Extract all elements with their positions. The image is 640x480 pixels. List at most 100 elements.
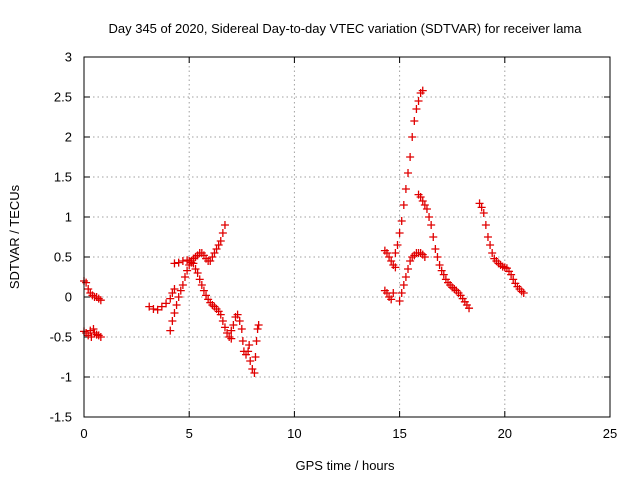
plot-frame — [83, 56, 611, 418]
data-series-arc-10 — [395, 249, 429, 305]
data-point — [410, 117, 419, 125]
data-point — [395, 229, 404, 237]
data-point — [84, 285, 93, 293]
data-series-arc-02 — [80, 325, 105, 341]
y-tick-label: -1 — [60, 370, 72, 385]
data-point — [486, 241, 495, 249]
data-point — [170, 259, 179, 268]
data-series-arc-12 — [475, 199, 528, 297]
data-point — [395, 297, 404, 305]
data-point — [475, 199, 484, 208]
data-point — [401, 273, 410, 281]
data-point — [246, 357, 255, 365]
data-point — [197, 281, 206, 289]
data-point — [250, 369, 259, 377]
data-series-arc-01 — [80, 277, 105, 305]
data-point — [227, 334, 236, 343]
data-point — [488, 249, 497, 257]
data-point — [481, 221, 490, 229]
data-series-arc-06 — [227, 310, 263, 377]
data-point — [408, 133, 417, 141]
grid-lines — [84, 57, 610, 417]
data-point — [404, 169, 413, 177]
data-point — [465, 304, 474, 313]
data-point — [162, 299, 171, 308]
data-point — [208, 253, 217, 261]
y-tick-labels: -1.5 -1 -0.5 0 0.5 1 1.5 2 2.5 3 — [50, 50, 72, 425]
data-point — [507, 270, 516, 279]
data-point — [82, 278, 91, 287]
y-tick-label: 1.5 — [54, 170, 72, 185]
data-series-arc-05 — [170, 256, 236, 343]
axis-ticks — [83, 56, 611, 418]
data-point — [391, 263, 400, 272]
data-point — [397, 289, 406, 297]
data-point — [168, 317, 177, 325]
data-point — [399, 281, 408, 289]
data-point — [238, 337, 247, 345]
data-point — [414, 97, 423, 105]
data-point — [437, 266, 446, 275]
x-axis-label: GPS time / hours — [296, 458, 395, 473]
y-tick-label: 3 — [65, 50, 72, 65]
x-tick-labels: 0 5 10 15 20 25 — [80, 426, 617, 441]
data-point — [245, 341, 254, 349]
data-point — [96, 296, 105, 305]
y-tick-label: -0.5 — [50, 330, 72, 345]
data-point — [401, 185, 410, 193]
data-point — [212, 245, 221, 253]
y-tick-label: 0 — [65, 290, 72, 305]
data-point — [218, 317, 227, 325]
data-point — [145, 302, 154, 311]
data-point — [191, 253, 200, 261]
data-point — [387, 295, 396, 304]
y-axis-label: SDTVAR / TECUs — [7, 184, 22, 289]
data-point — [427, 221, 436, 229]
y-tick-label: 2 — [65, 130, 72, 145]
data-point — [168, 289, 177, 297]
data-point — [399, 201, 408, 209]
data-point — [220, 323, 229, 332]
data-point — [183, 266, 192, 275]
data-series-arc-08 — [380, 286, 398, 304]
y-tick-label: -1.5 — [50, 410, 72, 425]
data-point — [153, 305, 162, 314]
x-tick-label: 25 — [603, 426, 617, 441]
data-point — [180, 273, 189, 281]
data-point — [174, 293, 183, 301]
data-point — [191, 265, 200, 273]
data-point — [408, 253, 417, 261]
data-point — [227, 326, 236, 335]
data-point — [433, 253, 442, 261]
data-point — [418, 197, 427, 205]
data-point — [397, 217, 406, 225]
data-point — [253, 325, 262, 333]
data-point — [519, 289, 528, 297]
data-point — [391, 249, 400, 257]
data-point — [166, 326, 175, 335]
data-point — [202, 291, 211, 300]
chart-title: Day 345 of 2020, Sidereal Day-to-day VTE… — [108, 21, 582, 36]
x-tick-label: 20 — [498, 426, 512, 441]
data-point — [214, 241, 223, 249]
data-point — [96, 333, 105, 341]
data-point — [477, 203, 486, 212]
data-point — [404, 265, 413, 273]
data-point — [420, 201, 429, 209]
data-point — [237, 325, 246, 333]
data-point — [389, 289, 398, 297]
data-point — [244, 347, 253, 356]
data-point — [174, 258, 183, 267]
data-point — [439, 270, 448, 279]
data-point — [166, 294, 175, 303]
data-point — [450, 285, 459, 293]
x-tick-label: 15 — [392, 426, 406, 441]
data-point — [193, 269, 202, 277]
data-point — [170, 309, 179, 317]
y-tick-label: 2.5 — [54, 90, 72, 105]
data-point — [412, 105, 421, 113]
data-series-arc-09 — [391, 86, 427, 257]
y-tick-label: 0.5 — [54, 250, 72, 265]
data-point — [220, 221, 229, 229]
data-point — [170, 285, 179, 293]
